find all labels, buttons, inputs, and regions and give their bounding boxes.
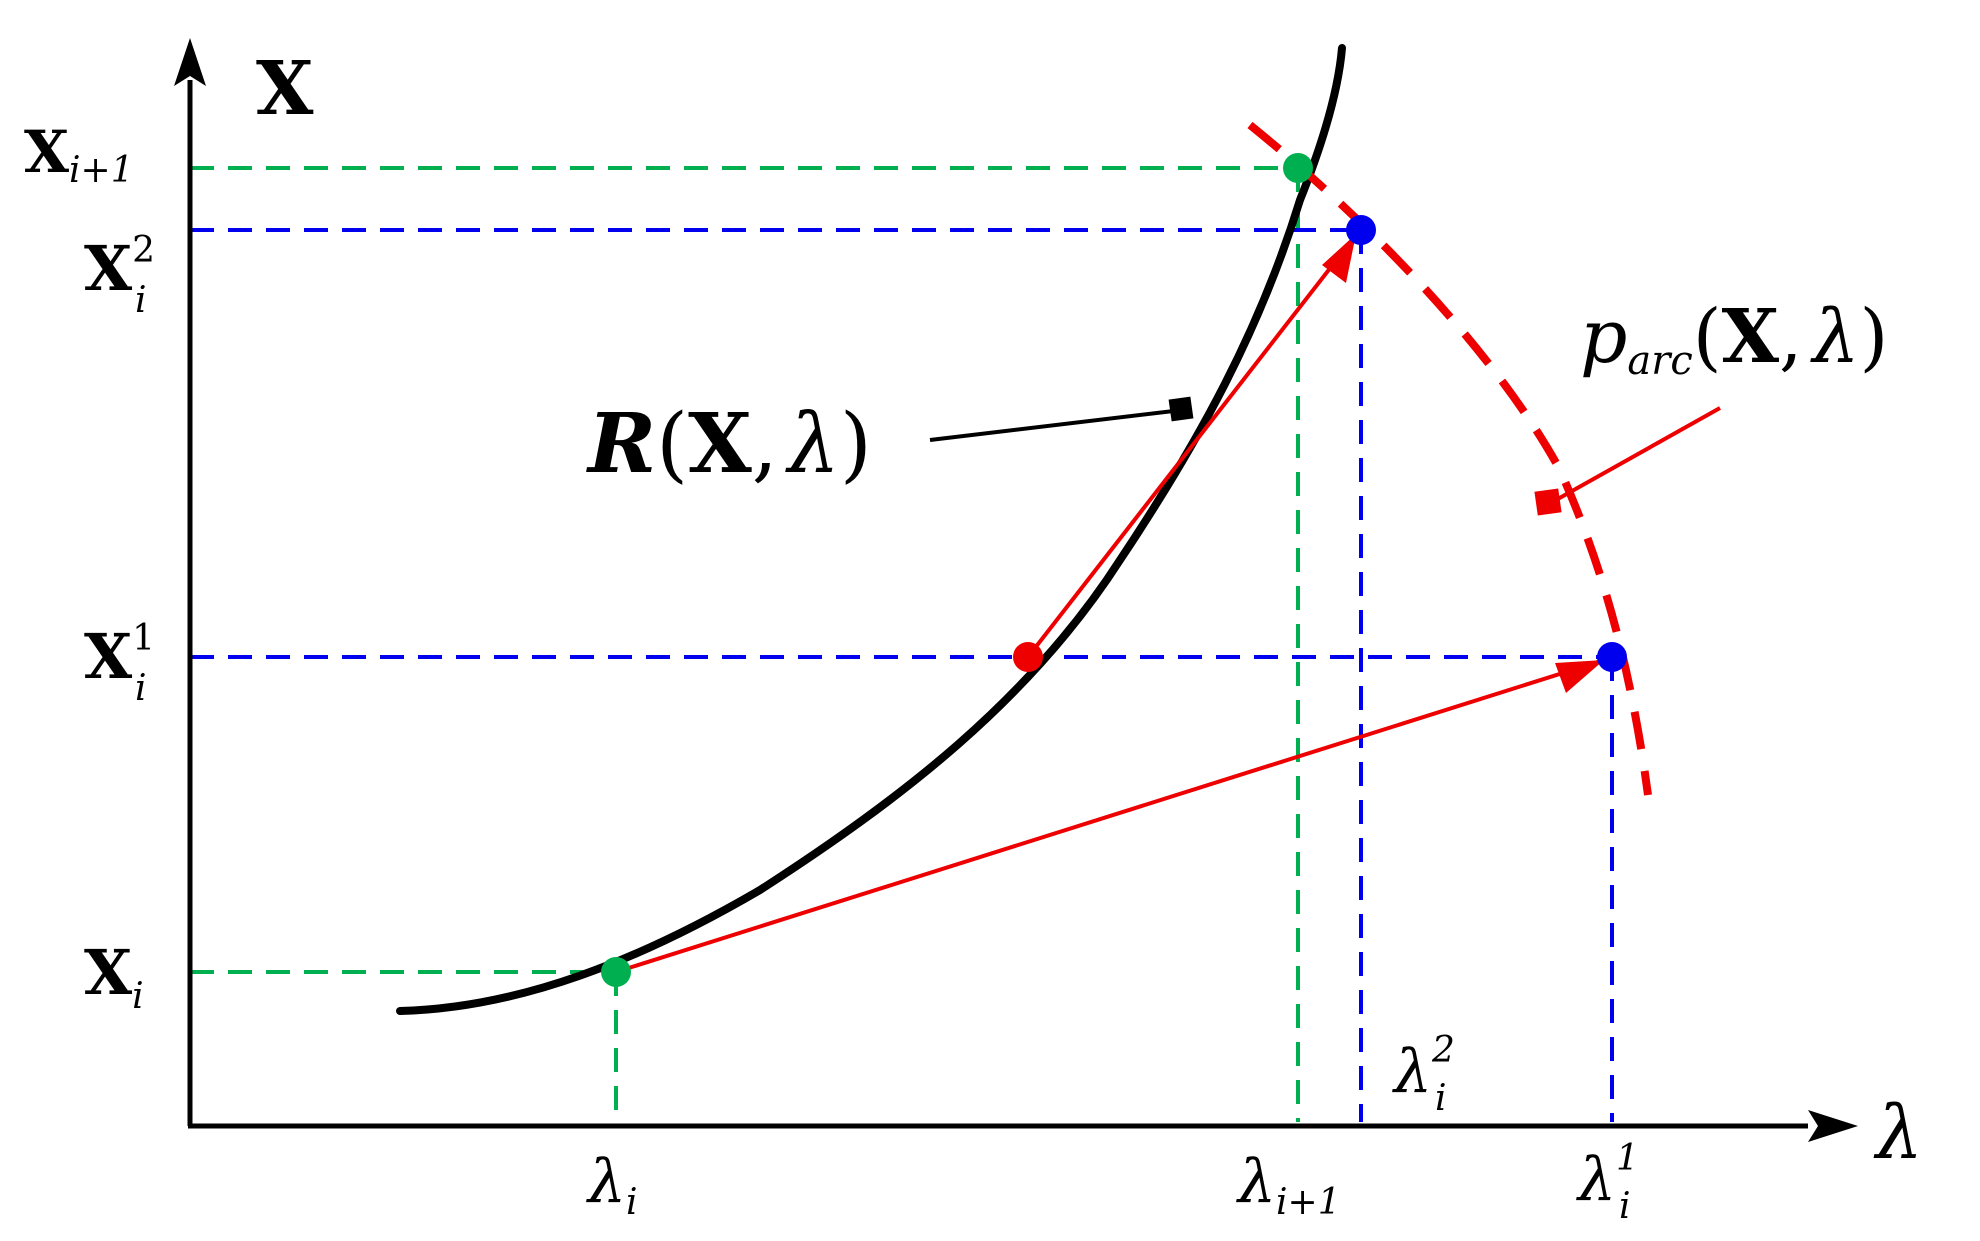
residual-curve-label: R(X, λ) [586, 396, 872, 492]
predictor-arrow-1 [615, 658, 1605, 974]
axes [174, 38, 1858, 1142]
points [601, 153, 1627, 987]
tick-x-i-plus-1: Xi+1 [24, 118, 134, 191]
y-axis-title: X [256, 46, 314, 132]
blue-guides [190, 228, 1614, 1122]
residual-leader-line [929, 408, 1183, 442]
residual-curve [396, 44, 1346, 1015]
point-x-i2 [1346, 215, 1376, 245]
x-tick-labels: λi λi+1 λ2 i λ1 i [586, 1030, 1639, 1227]
leader-lines [929, 396, 1721, 516]
x-axis-title: λ [1873, 1090, 1923, 1176]
arrow-head-icon [1322, 234, 1356, 283]
predictor-arrows [615, 234, 1605, 974]
tick-lambda-i: λi [586, 1147, 638, 1223]
tick-lambda-i-1: λ1 i [1576, 1138, 1639, 1227]
x-axis-arrow-head-icon [1808, 1110, 1858, 1142]
point-marker-icon [1534, 488, 1562, 516]
y-axis-arrow-head-icon [174, 38, 206, 86]
green-guides [190, 166, 1300, 1122]
predictor-arrow-2 [1026, 238, 1354, 659]
tick-x-i: Xi [84, 936, 144, 1017]
tick-x-i-2: X2 i [84, 230, 155, 321]
tick-lambda-i-2: λ2 i [1392, 1030, 1455, 1119]
point-marker-icon [1168, 396, 1194, 422]
arc-constraint-label: parc(X, λ) [1580, 294, 1888, 384]
y-tick-labels: Xi+1 X2 i X1 i Xi [24, 118, 155, 1017]
point-predictor-1 [1013, 642, 1043, 672]
arc-leader-line [1555, 406, 1721, 502]
tick-x-i-1: X1 i [84, 618, 155, 709]
point-x-i1st [1597, 642, 1627, 672]
tick-lambda-i-plus-1: λi+1 [1236, 1147, 1341, 1223]
arrow-head-icon [1555, 660, 1604, 693]
arc-constraint-curve [1247, 121, 1652, 796]
point-x-i [601, 957, 631, 987]
point-x-i1 [1283, 153, 1313, 183]
